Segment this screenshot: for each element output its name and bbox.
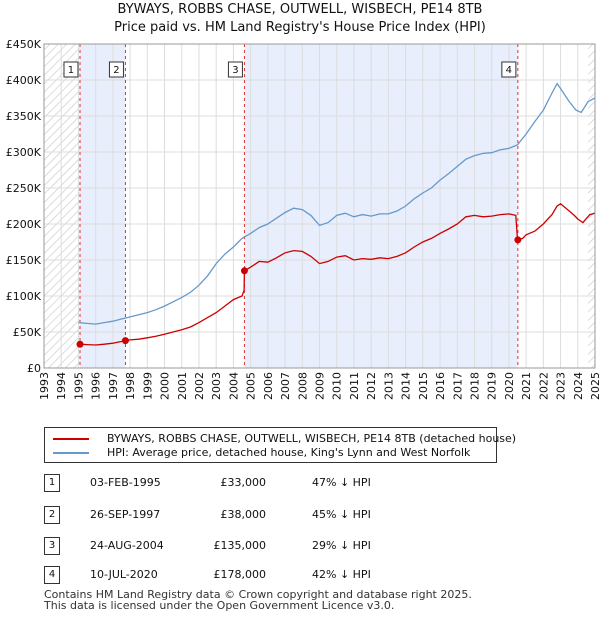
legend-label-hpi: HPI: Average price, detached house, King… xyxy=(107,446,471,459)
sale-number-badge: 2 xyxy=(44,506,60,524)
x-tick-label: 2008 xyxy=(296,372,309,400)
sale-price: £38,000 xyxy=(220,508,267,521)
y-tick-label: £250K xyxy=(6,182,42,195)
x-tick-label: 2005 xyxy=(245,372,258,400)
x-tick-label: 2012 xyxy=(365,372,378,400)
x-tick-label: 1996 xyxy=(90,372,103,400)
x-tick-label: 1993 xyxy=(38,372,51,400)
sale-price: £178,000 xyxy=(213,568,267,581)
table-row: 1 03-FEB-1995 £33,000 47% ↓ HPI xyxy=(0,474,600,494)
x-tick-label: 2016 xyxy=(434,372,447,400)
x-tick-label: 2017 xyxy=(451,372,464,400)
sale-label-box-1 xyxy=(63,61,79,78)
x-tick-label: 1999 xyxy=(141,372,154,400)
table-row: 2 26-SEP-1997 £38,000 45% ↓ HPI xyxy=(0,506,600,526)
sale-date: 03-FEB-1995 xyxy=(90,476,161,489)
x-tick-label: 2004 xyxy=(227,372,240,400)
sale-date: 26-SEP-1997 xyxy=(90,508,161,521)
sale-label-4: 4 xyxy=(506,65,512,76)
x-tick-label: 2018 xyxy=(468,372,481,400)
sale-date: 24-AUG-2004 xyxy=(90,539,164,552)
sale-label-box-4 xyxy=(501,61,517,78)
x-tick-label: 1997 xyxy=(107,372,120,400)
ownership-shade-2 xyxy=(244,44,518,368)
x-tick-label: 2014 xyxy=(400,372,413,400)
y-tick-label: £50K xyxy=(13,326,42,339)
sale-label-2: 2 xyxy=(113,65,119,76)
ownership-shade-1 xyxy=(79,44,126,368)
x-tick-label: 2011 xyxy=(348,372,361,400)
sale-label-box-3 xyxy=(227,61,243,78)
y-tick-label: £400K xyxy=(6,74,42,87)
legend-item-hpi: HPI: Average price, detached house, King… xyxy=(53,446,470,459)
y-tick-label: £0 xyxy=(27,362,41,375)
chart-subtitle: Price paid vs. HM Land Registry's House … xyxy=(114,20,486,35)
x-tick-label: 2006 xyxy=(262,372,275,400)
property-series-line xyxy=(79,202,596,346)
sale-hpi-diff: 47% ↓ HPI xyxy=(312,476,371,489)
x-tick-label: 2025 xyxy=(589,372,600,400)
hatch-region-after xyxy=(588,44,595,368)
footer-line-1: Contains HM Land Registry data © Crown c… xyxy=(44,588,472,601)
y-tick-label: £300K xyxy=(6,146,42,159)
y-tick-label: £100K xyxy=(6,290,42,303)
legend-swatch-red xyxy=(53,438,89,440)
sale-number-badge: 4 xyxy=(44,566,60,584)
x-tick-label: 2019 xyxy=(486,372,499,400)
y-tick-label: £350K xyxy=(6,110,42,123)
table-row: 4 10-JUL-2020 £178,000 42% ↓ HPI xyxy=(0,566,600,586)
x-tick-label: 2013 xyxy=(382,372,395,400)
chart-legend: BYWAYS, ROBBS CHASE, OUTWELL, WISBECH, P… xyxy=(44,427,516,463)
x-tick-label: 2023 xyxy=(555,372,568,400)
x-tick-label: 1995 xyxy=(72,372,85,400)
x-tick-label: 2001 xyxy=(176,372,189,400)
x-tick-label: 2021 xyxy=(520,372,533,400)
sale-hpi-diff: 29% ↓ HPI xyxy=(312,539,371,552)
sale-hpi-diff: 42% ↓ HPI xyxy=(312,568,371,581)
x-tick-label: 2020 xyxy=(503,372,516,400)
table-row: 3 24-AUG-2004 £135,000 29% ↓ HPI xyxy=(0,537,600,557)
price-chart: 1 2 3 4 £0 £50K £100K £150K £200K £250K £300K £350… xyxy=(6,38,600,400)
sale-point-2 xyxy=(121,337,129,345)
hatch-region-before xyxy=(44,44,80,368)
x-tick-label: 2002 xyxy=(193,372,206,400)
sale-label-box-2 xyxy=(108,61,124,78)
y-tick-label: £200K xyxy=(6,218,42,231)
sale-point-4 xyxy=(514,236,522,244)
y-tick-label: £150K xyxy=(6,254,42,267)
x-tick-label: 2000 xyxy=(159,372,172,400)
legend-label-property: BYWAYS, ROBBS CHASE, OUTWELL, WISBECH, P… xyxy=(107,432,517,445)
sale-label-1: 1 xyxy=(68,65,74,76)
legend-item-property: BYWAYS, ROBBS CHASE, OUTWELL, WISBECH, P… xyxy=(53,432,516,445)
plot-frame xyxy=(43,43,596,369)
x-tick-label: 2009 xyxy=(314,372,327,400)
hpi-series-line xyxy=(78,82,596,325)
x-tick-label: 2024 xyxy=(572,372,585,400)
sale-hpi-diff: 45% ↓ HPI xyxy=(312,508,371,521)
x-tick-label: 2015 xyxy=(417,372,430,400)
x-tick-label: 1994 xyxy=(55,372,68,400)
x-tick-label: 2010 xyxy=(331,372,344,400)
sale-point-1 xyxy=(76,340,84,348)
y-tick-label: £450K xyxy=(6,38,42,51)
x-tick-label: 2003 xyxy=(210,372,223,400)
sale-price: £33,000 xyxy=(220,476,267,489)
legend-swatch-blue xyxy=(53,452,89,454)
sale-point-3 xyxy=(240,267,248,275)
sale-label-3: 3 xyxy=(232,65,238,76)
x-tick-label: 2022 xyxy=(537,372,550,400)
sale-number-badge: 1 xyxy=(44,474,60,492)
chart-title: BYWAYS, ROBBS CHASE, OUTWELL, WISBECH, P… xyxy=(117,2,483,17)
x-tick-label: 1998 xyxy=(124,372,137,400)
sale-price: £135,000 xyxy=(213,539,267,552)
sale-date: 10-JUL-2020 xyxy=(90,568,158,581)
x-tick-label: 2007 xyxy=(279,372,292,400)
sale-number-badge: 3 xyxy=(44,537,60,555)
footer-line-2: This data is licensed under the Open Gov… xyxy=(44,599,395,612)
attribution-footer: Contains HM Land Registry data © Crown c… xyxy=(44,589,472,611)
